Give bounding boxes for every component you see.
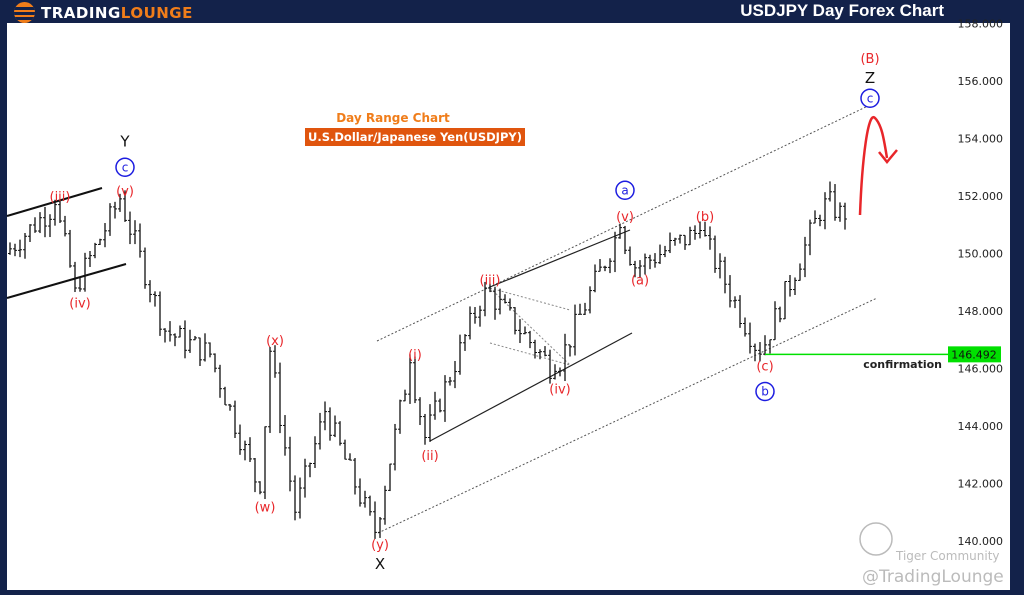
price-marker: 146.492: [951, 348, 997, 361]
wave-label: (iii): [50, 190, 71, 205]
triangle-line: [489, 287, 571, 366]
wave-label: (v): [616, 210, 634, 225]
y-tick-label: 144.000: [958, 420, 1004, 433]
logo-icon: [14, 2, 35, 23]
triangle-line: [489, 287, 571, 311]
y-tick-label: 152.000: [958, 190, 1004, 203]
wave-label: c: [122, 160, 129, 174]
subtitle: Day Range Chart: [336, 111, 450, 125]
y-tick-label: 142.000: [958, 478, 1004, 491]
wave-label: (w): [255, 501, 276, 516]
y-tick-label: 156.000: [958, 75, 1004, 88]
y-tick-label: 150.000: [958, 248, 1004, 261]
logo-text-accent: LOUNGE: [120, 3, 193, 22]
wave-label: b: [761, 385, 769, 399]
wave-label: (y): [371, 538, 389, 553]
wave-label: (b): [696, 210, 714, 225]
wave-label: (iv): [549, 383, 570, 398]
y-tick-label: 148.000: [958, 305, 1004, 318]
watermark-logo-icon: [859, 522, 893, 556]
wave-label: Y: [119, 132, 130, 150]
price-marker-bg: [948, 346, 1001, 363]
watermark-community: Tiger Community: [895, 549, 1000, 563]
y-tick-label: 140.000: [958, 535, 1004, 548]
wave-label: (a): [631, 273, 649, 288]
y-tick-label: 146.000: [958, 363, 1004, 376]
wave-circle-icon: [860, 88, 880, 108]
y-tick-label: 158.000: [958, 18, 1004, 31]
wave-label: (x): [266, 334, 284, 349]
wave-label: (ii): [421, 449, 438, 464]
projection-arrow: [858, 115, 889, 216]
wave-label: (i): [408, 348, 422, 363]
wave-label: (c): [756, 360, 773, 375]
wave-label: (B): [860, 52, 879, 67]
watermark-handle: @TradingLounge: [862, 567, 1004, 587]
upper-channel-line: [376, 104, 871, 342]
confirmation-label: confirmation: [863, 358, 942, 371]
trend-lower-line: [429, 332, 633, 442]
wave-label: a: [621, 183, 628, 197]
trend-upper-line: [489, 229, 631, 288]
wave-label: (v): [116, 184, 134, 199]
wave-label: X: [375, 555, 385, 573]
lower-channel-line: [377, 297, 878, 534]
wave-label: c: [867, 91, 874, 105]
wedge-lower-line: [6, 263, 127, 299]
arrowhead-icon: [878, 149, 898, 164]
header: TRADINGLOUNGE USDJPY Day Forex Chart: [0, 0, 1024, 23]
wave-label: Z: [865, 69, 875, 87]
y-tick-label: 154.000: [958, 133, 1004, 146]
instrument-label-bg: [305, 128, 525, 146]
wave-circle-icon: [615, 180, 635, 200]
wave-circle-icon: [755, 381, 775, 402]
tradinglounge-logo: TRADINGLOUNGE: [14, 2, 193, 23]
logo-text: TRADING: [41, 3, 121, 22]
triangle-line: [489, 342, 571, 366]
wave-label: (iv): [69, 296, 90, 311]
wave-label: (iii): [480, 273, 501, 288]
wave-circle-icon: [115, 157, 135, 177]
instrument-label: U.S.Dollar/Japanese Yen(USDJPY): [308, 130, 522, 144]
chart-title: USDJPY Day Forex Chart: [740, 1, 944, 20]
